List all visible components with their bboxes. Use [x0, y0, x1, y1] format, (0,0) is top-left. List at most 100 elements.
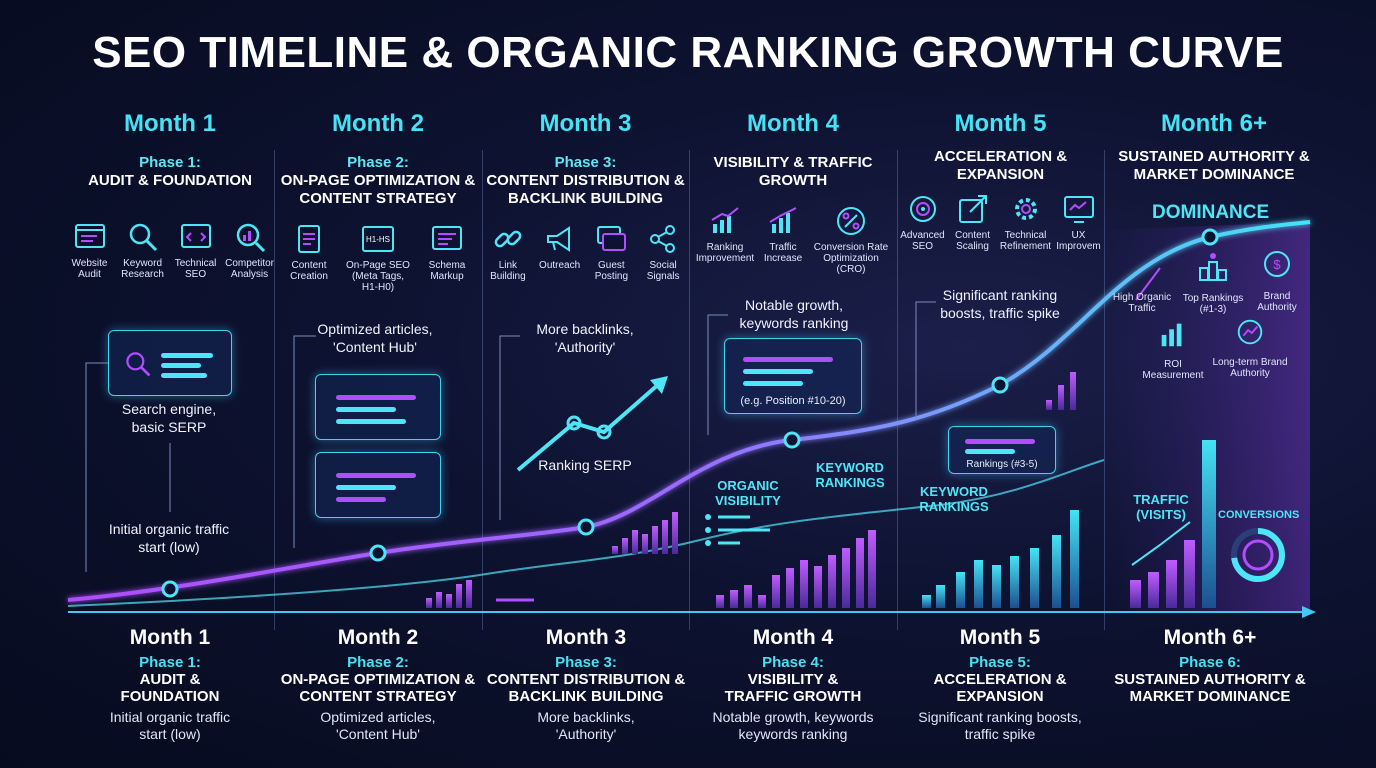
icon-label: Traffic Increase: [763, 242, 803, 264]
icon-label: Website Audit: [71, 258, 108, 280]
panel-bar: [336, 419, 406, 424]
percent-icon: Conversion Rate Optimization (CRO): [811, 204, 891, 275]
panel-bar: [965, 449, 1015, 454]
month-label: Month 1: [124, 110, 216, 137]
keyword-rankings-label: KEYWORD RANKINGS: [815, 460, 885, 490]
panel-bar: [336, 473, 416, 478]
phase-label: Phase 5:: [969, 654, 1031, 671]
link-icon: Link Building: [482, 222, 534, 282]
bottom-month-3: Month 3 Phase 3: CONTENT DISTRIBUTION & …: [486, 626, 686, 743]
phase-label: Phase 3:: [554, 154, 617, 171]
column-month-4: Month 4 VISIBILITY & TRAFFIC GROWTH Rank…: [689, 110, 897, 275]
icon-label: Content Creation: [290, 260, 328, 282]
search-icon: [126, 352, 151, 377]
month-label: Month 2: [332, 110, 424, 137]
ux-monitor-icon: UX Improvem: [1054, 192, 1104, 252]
icon-label: Advanced SEO: [900, 230, 945, 252]
code-window-icon: Technical SEO: [172, 220, 219, 280]
column-month-3: Month 3 Phase 3: CONTENT DISTRIBUTION & …: [482, 110, 689, 282]
phase-title: AUDIT & FOUNDATION: [88, 172, 252, 189]
icon-label: Top Rankings (#1-3): [1182, 293, 1244, 315]
conversions-label: CONVERSIONS: [1218, 509, 1300, 521]
ranking-panel: Rankings (#3-5): [948, 426, 1056, 474]
icon-row: Content Creation H1-HS On-Page SEO (Meta…: [274, 222, 482, 293]
chat-post-icon: Guest Posting: [586, 222, 638, 282]
schema-window-icon: Schema Markup: [417, 222, 477, 293]
icon-label: Link Building: [490, 260, 526, 282]
panel-bar: [161, 373, 207, 378]
phase-title: ACCELERATION & EXPANSION: [933, 671, 1067, 705]
note-text: Ranking SERP: [538, 457, 632, 473]
panel-bar: [161, 363, 201, 368]
month-label: Month 3: [539, 110, 632, 137]
content-panel: [315, 452, 441, 518]
note-text: Significant ranking boosts, traffic spik…: [940, 287, 1060, 321]
note-text: More backlinks, 'Authority': [536, 321, 634, 355]
panel-bar: [336, 407, 396, 412]
brand-badge-icon: $ Brand Authority: [1252, 248, 1302, 313]
icon-label: Long-term Brand Authority: [1212, 357, 1288, 379]
column-month-2: Month 2 Phase 2: ON-PAGE OPTIMIZATION & …: [274, 110, 482, 293]
panel-bar: [336, 395, 416, 400]
scale-arrow-icon: Content Scaling: [948, 192, 998, 252]
roi-icon: ROI Measurement: [1138, 318, 1208, 381]
column-month-1: Month 1 Phase 1: AUDIT & FOUNDATION Webs…: [66, 110, 274, 280]
month-label: Month 4: [747, 110, 839, 137]
panel-bar: [336, 497, 386, 502]
bottom-month-5: Month 5 Phase 5: ACCELERATION & EXPANSIO…: [900, 626, 1100, 743]
month-label: Month 5: [959, 626, 1041, 649]
ranking-panel: (e.g. Position #10-20): [724, 338, 862, 414]
icon-label: Keyword Research: [121, 258, 164, 280]
icon-label: Competitor Analysis: [225, 258, 274, 280]
phase-title: VISIBILITY & TRAFFIC GROWTH: [724, 671, 862, 705]
bar-growth-icon: Ranking Improvement: [695, 204, 755, 275]
page-title: SEO TIMELINE & ORGANIC RANKING GROWTH CU…: [92, 28, 1284, 77]
gear-icon: Technical Refinement: [998, 192, 1054, 252]
chart-search-icon: Competitor Analysis: [225, 220, 274, 280]
icon-label: Brand Authority: [1257, 291, 1297, 313]
phase-title: ACCELERATION & EXPANSION: [933, 148, 1068, 183]
phase-title: CONTENT DISTRIBUTION & BACKLINK BUILDING: [486, 172, 685, 207]
icon-label: Social Signals: [646, 260, 680, 282]
phase-title: SUSTAINED AUTHORITY & MARKET DOMINANCE: [1118, 148, 1310, 183]
icon-label: ROI Measurement: [1142, 359, 1204, 381]
phase-title: VISIBILITY & TRAFFIC GROWTH: [713, 154, 873, 189]
column-month-5: Month 5 ACCELERATION & EXPANSION Advance…: [897, 110, 1104, 252]
megaphone-icon: Outreach: [534, 222, 586, 282]
icon-label: Guest Posting: [594, 260, 629, 282]
icon-label: Content Scaling: [954, 230, 991, 252]
note-text: Notable growth, keywords ranking: [739, 297, 849, 331]
panel-bar: [336, 485, 396, 490]
panel-caption: Rankings (#3-5): [966, 459, 1038, 470]
icon-label: High Organic Traffic: [1112, 292, 1172, 314]
phase-description: Significant ranking boosts, traffic spik…: [918, 709, 1082, 742]
phase-title: SUSTAINED AUTHORITY & MARKET DOMINANCE: [1114, 671, 1306, 705]
icon-row: Website Audit Keyword Research Technical…: [66, 220, 274, 280]
icon-row: Ranking Improvement Traffic Increase Con…: [689, 204, 897, 275]
phase-label: Phase 2:: [347, 654, 409, 671]
icon-row: Link Building Outreach Guest Posting Soc…: [482, 222, 689, 282]
traffic-chart-icon: Traffic Increase: [757, 204, 809, 275]
browser-audit-icon: Website Audit: [66, 220, 113, 280]
panel-bar: [743, 357, 833, 362]
bottom-month-4: Month 4 Phase 4: VISIBILITY & TRAFFIC GR…: [693, 626, 893, 743]
column-month-6: Month 6+ SUSTAINED AUTHORITY & MARKET DO…: [1104, 110, 1324, 184]
document-edit-icon: Content Creation: [279, 222, 339, 293]
serp-panel: [108, 330, 232, 396]
bottom-month-6: Month 6+ Phase 6: SUSTAINED AUTHORITY & …: [1110, 626, 1310, 709]
note-text: Search engine, basic SERP: [121, 401, 217, 435]
phase-label: Phase 1:: [139, 154, 201, 171]
phase-description: Initial organic traffic start (low): [109, 709, 231, 742]
panel-bar: [743, 369, 813, 374]
icon-label: Outreach: [539, 260, 581, 271]
phase-description: Notable growth, keywords keywords rankin…: [712, 709, 874, 742]
dominance-label: DOMINANCE: [1152, 202, 1270, 223]
panel-bar: [161, 353, 213, 358]
phase-label: Phase 6:: [1179, 654, 1241, 671]
icon-label: Schema Markup: [428, 260, 466, 282]
bottom-month-2: Month 2 Phase 2: ON-PAGE OPTIMIZATION & …: [278, 626, 478, 743]
content-panel: [315, 374, 441, 440]
phase-title: CONTENT DISTRIBUTION & BACKLINK BUILDING: [486, 671, 686, 705]
meta-tags-icon: H1-HS On-Page SEO (Meta Tags, H1-H0): [345, 222, 411, 293]
panel-bar: [965, 439, 1035, 444]
